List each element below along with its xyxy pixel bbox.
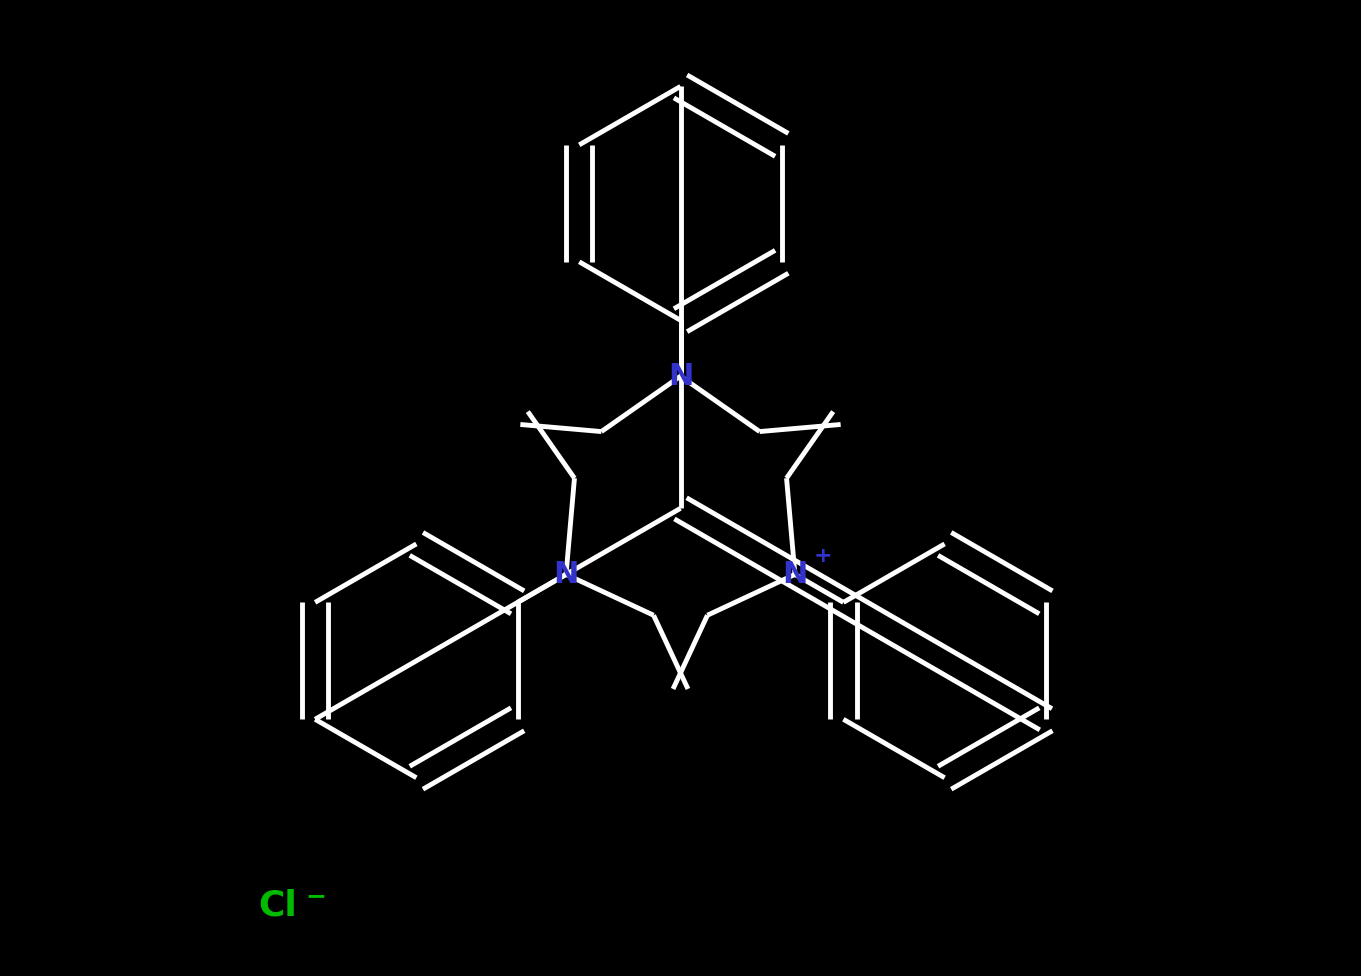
Text: −: − — [305, 884, 327, 908]
Text: N: N — [783, 560, 807, 589]
Text: Cl: Cl — [257, 889, 297, 922]
Text: N: N — [554, 560, 578, 589]
Text: +: + — [814, 547, 833, 566]
Text: N: N — [668, 362, 693, 390]
